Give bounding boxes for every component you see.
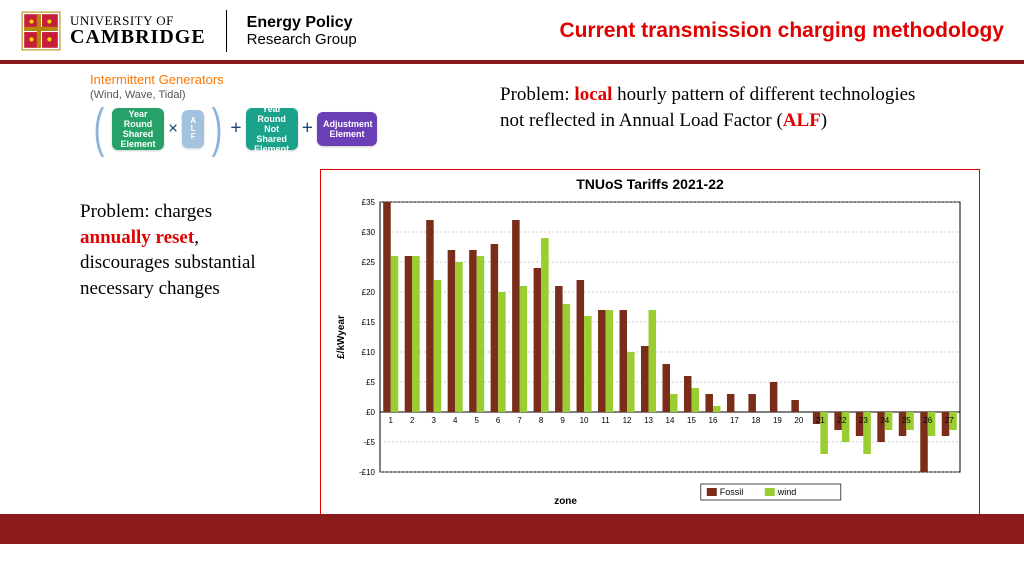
university-name-top: UNIVERSITY OF	[70, 14, 206, 28]
svg-text:£0: £0	[366, 408, 375, 417]
group-name-bot: Research Group	[247, 32, 357, 49]
svg-text:17: 17	[730, 416, 739, 425]
svg-text:27: 27	[945, 416, 954, 425]
svg-text:2: 2	[410, 416, 415, 425]
svg-text:24: 24	[880, 416, 889, 425]
svg-text:26: 26	[923, 416, 932, 425]
svg-text:11: 11	[601, 416, 610, 425]
svg-text:£25: £25	[362, 258, 376, 267]
svg-text:£20: £20	[362, 288, 376, 297]
svg-text:8: 8	[539, 416, 544, 425]
slide-title: Current transmission charging methodolog…	[559, 19, 1004, 43]
svg-text:3: 3	[431, 416, 436, 425]
svg-text:23: 23	[859, 416, 868, 425]
multiply-icon: ×	[168, 118, 178, 139]
year-round-shared-box: Year Round Shared Element	[112, 108, 164, 150]
svg-text:10: 10	[580, 416, 589, 425]
svg-text:7: 7	[517, 416, 522, 425]
problem-text-2: Problem: charges annually reset, discour…	[80, 199, 280, 302]
svg-text:16: 16	[709, 416, 718, 425]
svg-text:£35: £35	[362, 198, 376, 207]
plus-icon-1: +	[230, 117, 241, 140]
svg-text:-£5: -£5	[363, 438, 375, 447]
svg-text:25: 25	[902, 416, 911, 425]
slide-header: UNIVERSITY OF CAMBRIDGE Energy Policy Re…	[0, 0, 1024, 64]
cambridge-crest-icon	[20, 10, 62, 52]
svg-text:wind: wind	[777, 487, 797, 497]
alf-box: A L F	[182, 110, 204, 148]
university-name-bot: CAMBRIDGE	[70, 27, 206, 48]
university-logo-block: UNIVERSITY OF CAMBRIDGE Energy Policy Re…	[20, 10, 357, 52]
svg-text:£15: £15	[362, 318, 376, 327]
svg-text:18: 18	[751, 416, 760, 425]
svg-text:20: 20	[794, 416, 803, 425]
svg-text:19: 19	[773, 416, 782, 425]
svg-text:£5: £5	[366, 378, 375, 387]
svg-text:-£10: -£10	[359, 468, 376, 477]
svg-text:22: 22	[837, 416, 846, 425]
footer-bar	[0, 514, 1024, 544]
svg-text:6: 6	[496, 416, 501, 425]
svg-text:14: 14	[666, 416, 675, 425]
svg-text:21: 21	[816, 416, 825, 425]
svg-text:9: 9	[560, 416, 565, 425]
svg-text:4: 4	[453, 416, 458, 425]
formula-diagram: Intermittent Generators (Wind, Wave, Tid…	[90, 72, 400, 150]
svg-text:1: 1	[389, 416, 394, 425]
svg-text:Fossil: Fossil	[720, 487, 744, 497]
plus-icon-2: +	[302, 117, 313, 140]
svg-text:zone: zone	[554, 496, 577, 507]
tnuos-bar-chart: -£10-£5£0£5£10£15£20£25£30£3512345678910…	[330, 196, 970, 526]
slide-content: Intermittent Generators (Wind, Wave, Tid…	[0, 64, 1024, 544]
svg-text:£30: £30	[362, 228, 376, 237]
group-name-top: Energy Policy	[247, 14, 357, 32]
svg-text:15: 15	[687, 416, 696, 425]
svg-text:£/kWyear: £/kWyear	[336, 315, 347, 359]
year-round-not-shared-box: Year Round Not Shared Element	[246, 108, 298, 150]
intermittent-generators-label: Intermittent Generators	[90, 72, 400, 87]
intermittent-generators-sub: (Wind, Wave, Tidal)	[90, 89, 400, 101]
svg-text:£10: £10	[362, 348, 376, 357]
chart-title: TNUoS Tariffs 2021-22	[321, 176, 979, 192]
svg-text:5: 5	[474, 416, 479, 425]
logo-divider	[226, 10, 227, 52]
problem-text-1: Problem: local hourly pattern of differe…	[500, 82, 940, 133]
left-paren-icon: (	[94, 107, 105, 150]
right-paren-icon: )	[212, 107, 223, 150]
svg-text:13: 13	[644, 416, 653, 425]
svg-text:12: 12	[623, 416, 632, 425]
adjustment-element-box: Adjustment Element	[317, 112, 377, 146]
chart-container: TNUoS Tariffs 2021-22 -£10 -£5 £0 £5 £10 £15 £…	[320, 169, 980, 534]
